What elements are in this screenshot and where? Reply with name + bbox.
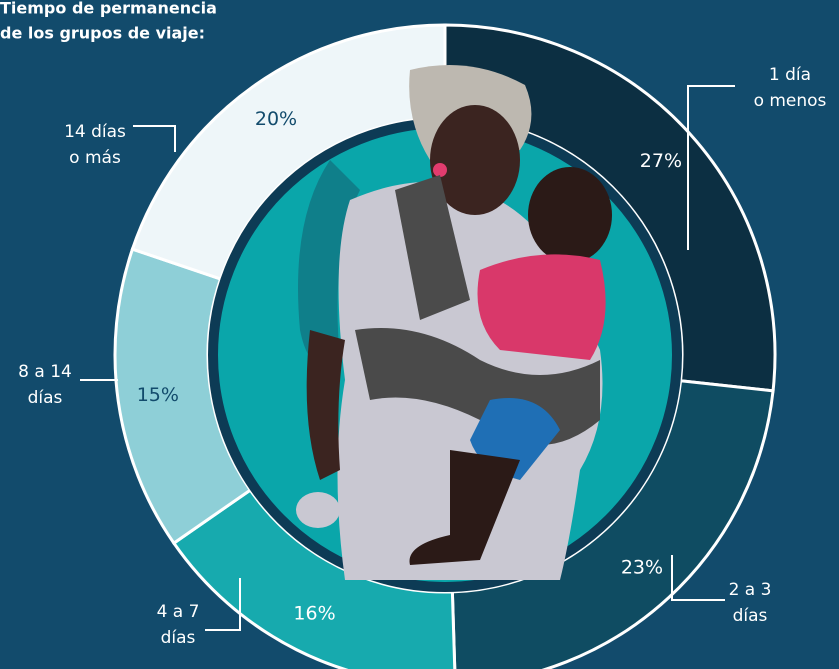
category-label: días <box>161 628 196 648</box>
leader-line <box>687 85 735 250</box>
category-label: días <box>733 606 768 626</box>
category-label: o menos <box>754 91 827 111</box>
category-label: 14 días <box>64 122 126 142</box>
leader-line <box>671 555 725 601</box>
category-label: 2 a 3 <box>729 580 772 600</box>
category-label: 4 a 7 <box>157 602 200 622</box>
category-label: o más <box>69 148 121 168</box>
leader-line <box>133 125 176 152</box>
value-label: 23% <box>621 556 663 578</box>
leader-line <box>205 578 241 631</box>
chart-title: Tiempo de permanencia <box>0 0 217 18</box>
labels: 27% 1 día o menos 23% 2 a 3 días 16% 4 a 7 días 1… <box>18 65 826 648</box>
category-label: 1 día <box>769 65 811 85</box>
illustration <box>208 65 682 592</box>
value-label: 16% <box>293 603 335 625</box>
value-label: 20% <box>255 108 297 130</box>
value-label: 15% <box>137 384 179 406</box>
value-label: 27% <box>640 150 682 172</box>
chart-title: de los grupos de viaje: <box>0 24 205 43</box>
title: Tiempo de permanencia de los grupos de v… <box>0 0 217 43</box>
category-label: días <box>28 388 63 408</box>
category-label: 8 a 14 <box>18 362 72 382</box>
